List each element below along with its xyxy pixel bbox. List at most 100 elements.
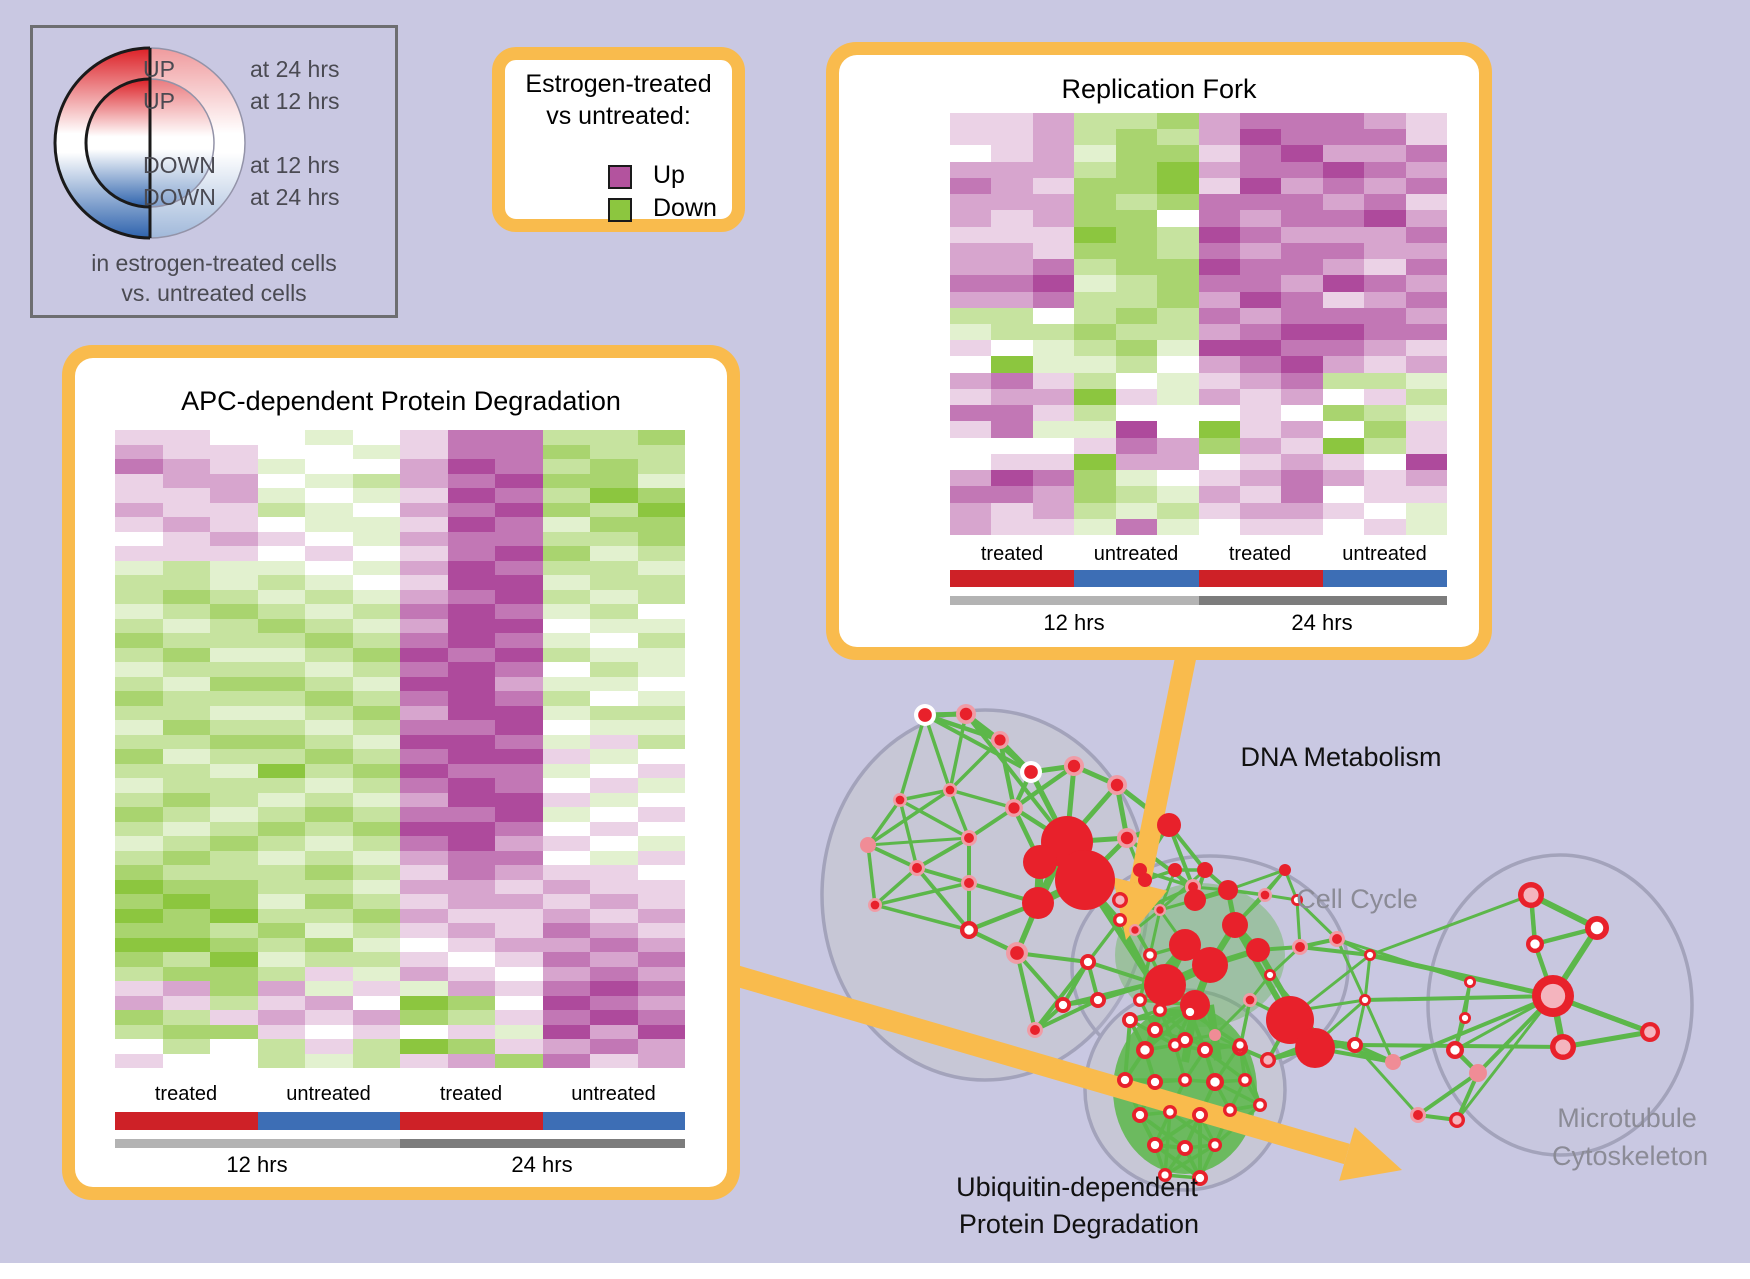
heatmap-cell [950,372,992,389]
heatmap-cell [542,633,590,648]
down-label: Down [653,194,717,222]
heatmap-cell [162,618,210,633]
heatmap-cell [991,437,1033,454]
heatmap-cell [162,575,210,590]
heatmap-cell [210,589,258,604]
heatmap-cell [1074,307,1116,324]
heatmap-cell [447,444,495,459]
heatmap-cell [257,604,305,619]
network-edge [874,881,970,907]
heatmap-cell [352,618,400,633]
heatmap-cell [162,444,210,459]
heatmap-cell [1281,453,1323,471]
heatmap-cell [400,560,448,575]
network-cluster-label: DNA Metabolism [1240,742,1441,772]
heatmap-cell [991,226,1033,243]
network-edge [1159,868,1206,912]
heatmap-cell [1032,324,1075,341]
heatmap-cell [495,444,543,459]
heatmap-cell [447,923,495,938]
heatmap-cell [542,821,590,836]
heatmap-cell [115,1024,163,1039]
network-node [1180,1143,1190,1153]
heatmap-cell [991,388,1033,406]
heatmap-cell [115,792,163,807]
heatmap-cell [305,691,353,706]
heatmap-cell [1364,242,1406,260]
connector-arrow-shaft [1129,653,1197,887]
heatmap-cell [400,763,448,778]
heatmap-cell [447,778,495,793]
heatmap-cell [637,705,685,720]
heatmap-cell [495,517,543,532]
heatmap-cell [542,691,590,706]
heatmap-cell [1115,502,1158,519]
heatmap-cell [447,821,495,836]
network-node [1067,759,1081,773]
heatmap-cell [162,488,210,503]
heatmap-cell [1115,405,1158,422]
heatmap-cell [210,1024,258,1039]
heatmap-cell [1198,113,1240,130]
heatmap-cell [257,720,305,735]
legend-up24-dir: UP [143,56,175,82]
heatmap-cell [210,778,258,793]
heatmap-cell [495,894,543,909]
heatmap-cell [257,1010,305,1025]
heatmap-cell [400,894,448,909]
heatmap-cell [400,850,448,865]
heatmap-cell [1322,437,1365,454]
heatmap-cell [1115,194,1158,211]
heatmap-cell [1281,502,1323,519]
network-edge [1123,1019,1132,1081]
heatmap-cell [210,546,258,561]
rf-group-label-4: untreated [1342,543,1427,565]
heatmap-cell [950,129,992,146]
heatmap-cell [305,633,353,648]
network-edge [1016,951,1089,964]
heatmap-cell [590,560,638,575]
heatmap-cell [542,937,590,952]
heatmap-cell [1074,194,1116,211]
heatmap-cell [400,1039,448,1054]
network-edge [874,903,970,932]
heatmap-cell [1405,356,1447,373]
network-edge [1138,954,1152,1001]
heatmap-cell [1198,291,1240,308]
heatmap-cell [1239,177,1282,195]
heatmap-cell [1364,210,1406,227]
heatmap-cell [950,210,992,227]
heatmap-cell [1322,486,1365,503]
heatmap-cell [542,1039,590,1054]
heatmap-cell [991,291,1033,308]
heatmap-cell [162,691,210,706]
heatmap-cell [1074,129,1116,146]
heatmap-cell [1032,194,1075,211]
heatmap-cell [542,546,590,561]
heatmap-cell [447,894,495,909]
heatmap-cell [1322,421,1365,438]
heatmap-cell [1364,291,1406,308]
rf-12hrs-label: 12 hrs [1043,610,1105,635]
heatmap-cell [305,488,353,503]
heatmap-cell [1364,194,1406,211]
heatmap-cell [1281,259,1323,276]
heatmap-cell [400,604,448,619]
heatmap-cell [542,1010,590,1025]
heatmap-cell [400,995,448,1010]
heatmap-cell [1322,307,1365,324]
heatmap-cell [1115,242,1158,260]
network-edge [1353,1043,1420,1117]
heatmap-cell [162,792,210,807]
network-edge [1455,995,1555,1121]
heatmap-cell [1074,210,1116,227]
heatmap-cell [352,531,400,546]
network-node [959,707,973,721]
heatmap-cell [637,850,685,865]
heatmap-cell [305,1053,353,1068]
heatmap-cell [495,865,543,880]
heatmap-cell [542,952,590,967]
heatmap-cell [1239,210,1282,227]
heatmap-cell [115,894,163,909]
heatmap-cell [1405,388,1447,406]
